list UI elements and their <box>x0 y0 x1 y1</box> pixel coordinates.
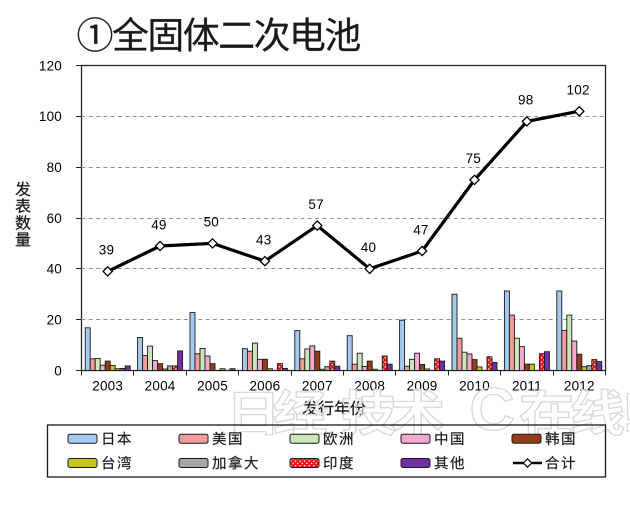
svg-text:120: 120 <box>39 58 62 73</box>
svg-text:2005: 2005 <box>197 379 228 394</box>
svg-text:2003: 2003 <box>92 379 123 394</box>
svg-text:80: 80 <box>47 160 62 175</box>
svg-text:2004: 2004 <box>145 379 176 394</box>
svg-text:98: 98 <box>518 93 533 108</box>
svg-text:47: 47 <box>413 222 428 237</box>
svg-text:!: ! <box>622 383 630 443</box>
svg-text:20: 20 <box>47 313 62 328</box>
svg-text:43: 43 <box>256 233 271 248</box>
svg-text:40: 40 <box>47 262 62 277</box>
svg-text:60: 60 <box>47 211 62 226</box>
svg-text:C: C <box>469 376 514 443</box>
svg-text:57: 57 <box>308 197 323 212</box>
svg-text:49: 49 <box>151 217 166 232</box>
svg-text:102: 102 <box>567 83 590 98</box>
svg-text:2006: 2006 <box>249 379 280 394</box>
svg-text:0: 0 <box>54 363 62 378</box>
svg-text:2012: 2012 <box>564 379 595 394</box>
svg-text:50: 50 <box>204 215 219 230</box>
svg-text:2007: 2007 <box>302 379 333 394</box>
svg-text:100: 100 <box>39 109 62 124</box>
svg-text:39: 39 <box>99 243 114 258</box>
svg-text:2009: 2009 <box>407 379 438 394</box>
svg-text:2010: 2010 <box>459 379 490 394</box>
svg-text:40: 40 <box>361 240 376 255</box>
svg-text:2011: 2011 <box>512 379 542 394</box>
svg-text:75: 75 <box>466 151 481 166</box>
